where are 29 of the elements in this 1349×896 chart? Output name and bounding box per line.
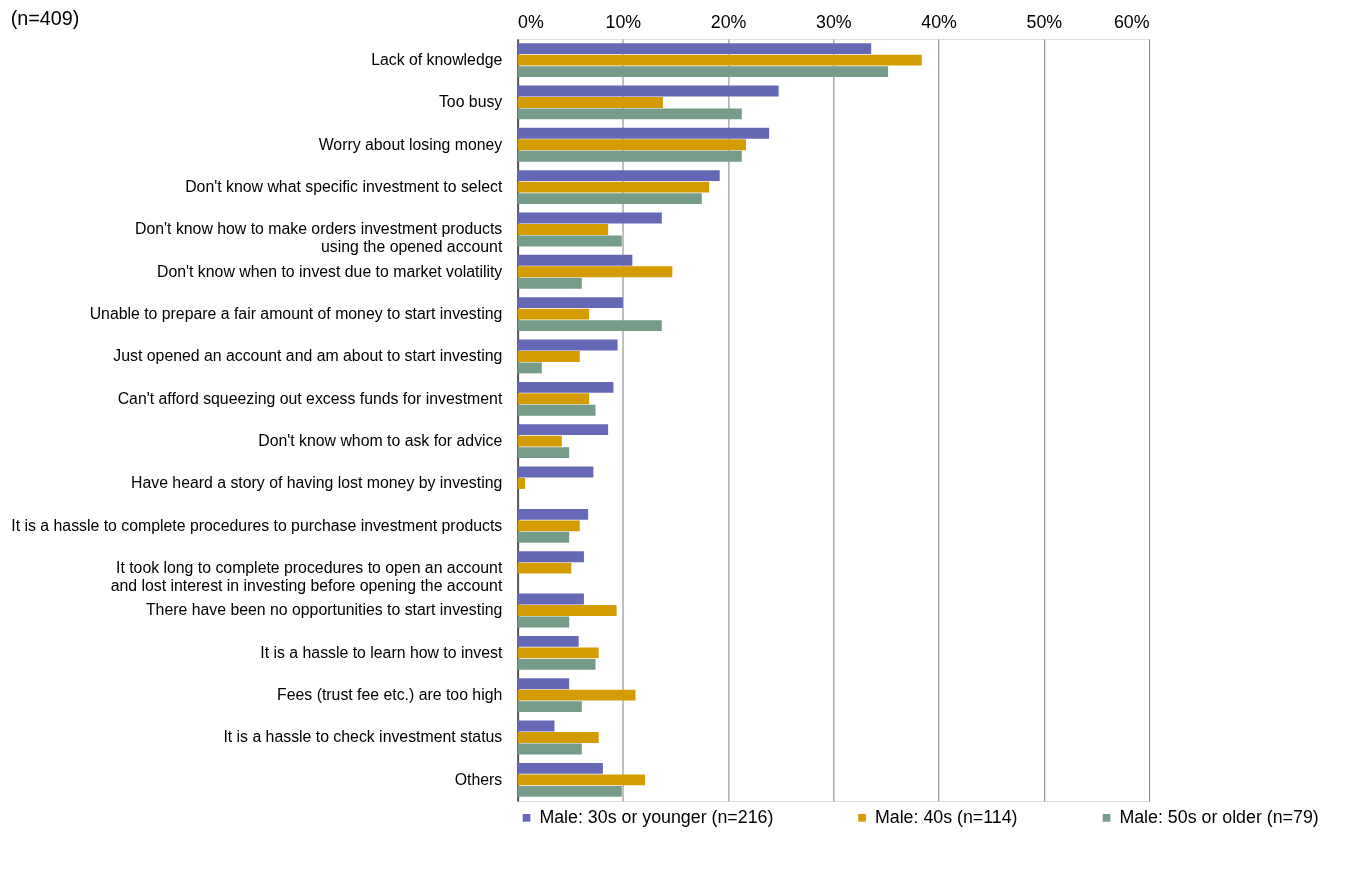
y-tick-label: It is a hassle to check investment status bbox=[223, 728, 503, 746]
y-tick-label: Others bbox=[454, 770, 503, 788]
x-tick-label: 60% bbox=[1113, 11, 1150, 32]
y-tick-label: Lack of knowledge bbox=[371, 51, 503, 69]
x-tick-label: 10% bbox=[605, 11, 642, 32]
y-tick-label: There have been no opportunities to start investing bbox=[145, 601, 503, 619]
y-tick-label: Have heard a story of having lost money by investing bbox=[131, 474, 503, 492]
y-tick-label: Can't afford squeezing out excess funds for investment bbox=[117, 389, 503, 407]
y-tick-label: Don't know what specific investment to select bbox=[185, 178, 503, 196]
y-tick-label: Just opened an account and am about to start investing bbox=[113, 347, 503, 365]
x-tick-label: 30% bbox=[816, 11, 852, 32]
x-tick-label: 40% bbox=[921, 11, 958, 32]
y-tick-label: Fees (trust fee etc.) are too high bbox=[277, 686, 503, 704]
y-tick-label: Too busy bbox=[438, 93, 503, 111]
y-tick-label: It is a hassle to complete procedures to purchase investment products bbox=[11, 516, 503, 534]
x-tick-label: 0% bbox=[518, 11, 545, 32]
x-tick-label: 20% bbox=[710, 11, 747, 32]
y-tick-label: Don't know whom to ask for advice bbox=[258, 432, 503, 450]
y-tick-label: It took long to complete procedures to open an account and lost interest in investing before opening the account bbox=[110, 559, 503, 594]
legend-label: Male: 30s or younger (n=216) bbox=[539, 806, 774, 827]
y-tick-label: Don't know when to invest due to market volatility bbox=[157, 262, 503, 280]
x-tick-label: 50% bbox=[1026, 11, 1063, 32]
y-tick-label: It is a hassle to learn how to invest bbox=[260, 643, 503, 661]
y-tick-label: Don't know how to make orders investment products using the opened account bbox=[135, 220, 503, 256]
legend-label: Male: 40s (n=114) bbox=[874, 806, 1018, 827]
text: (n=409) bbox=[10, 7, 80, 30]
legend-label: Male: 50s or older (n=79) bbox=[1119, 806, 1319, 827]
y-tick-label: Unable to prepare a fair amount of money to start investing bbox=[89, 305, 503, 323]
y-tick-label: Worry about losing money bbox=[318, 135, 503, 153]
